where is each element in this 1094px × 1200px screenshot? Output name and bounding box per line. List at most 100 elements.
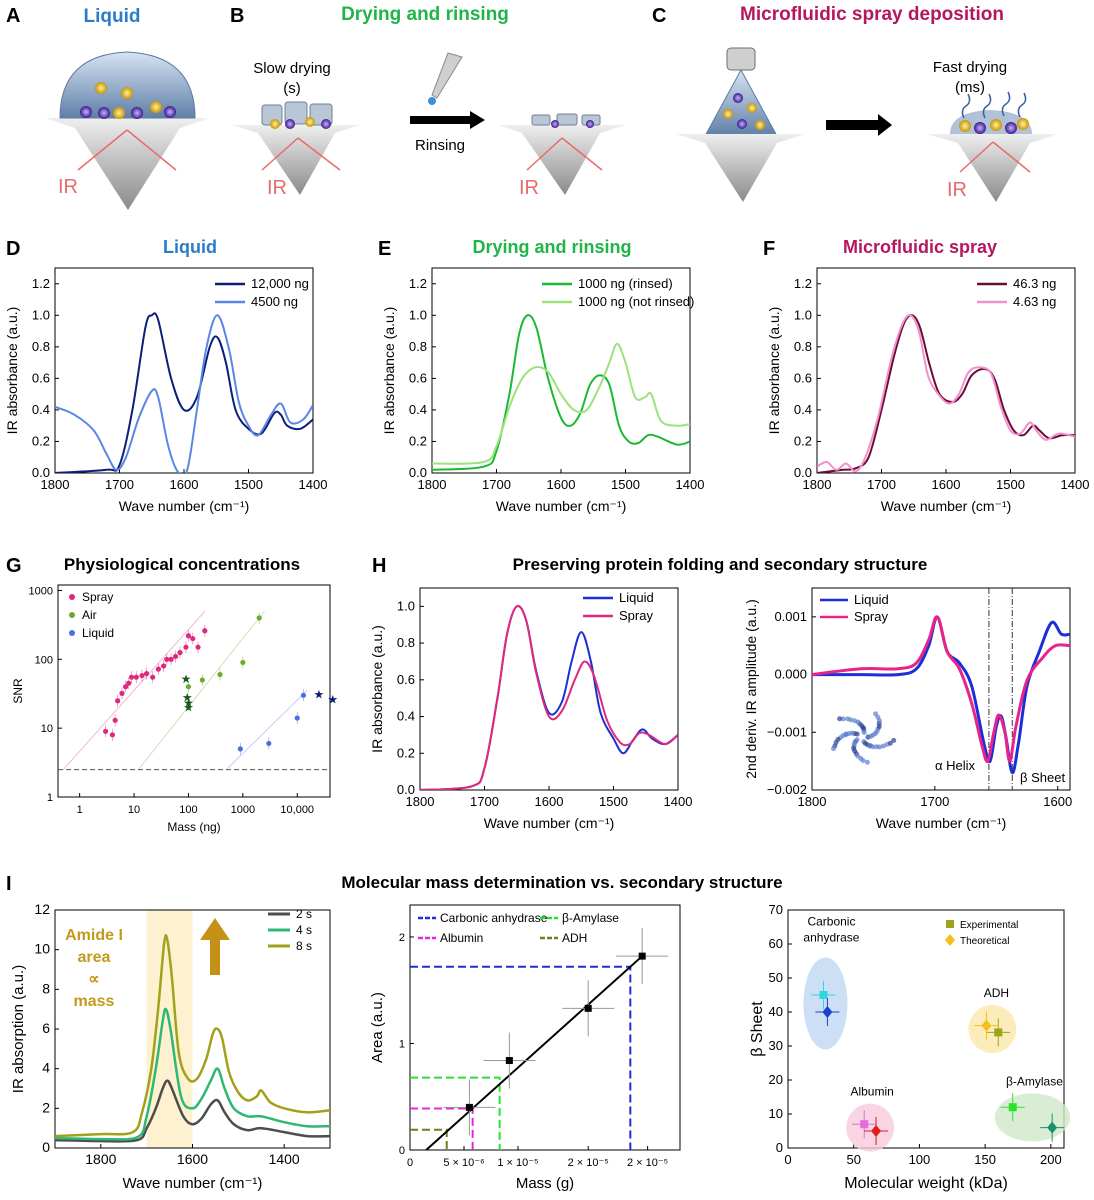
y-tick-label: 0.6: [794, 370, 812, 385]
data-point: [123, 684, 129, 690]
panel-letter-b: B: [230, 5, 244, 27]
series-line: [420, 604, 678, 790]
legend-label: 12,000 ng: [251, 276, 309, 291]
y-tick-label: 2: [42, 1099, 50, 1115]
x-tick-label: 1800: [41, 477, 70, 492]
legend-label: 2 s: [296, 907, 312, 921]
x-axis-label: Mass (g): [516, 1175, 574, 1192]
particle: [113, 107, 125, 119]
x-axis-label: Molecular weight (kDa): [844, 1175, 1008, 1192]
data-point: [164, 656, 170, 662]
y-tick-label: 1.2: [32, 276, 50, 291]
y-tick-label: 12: [34, 901, 50, 917]
y-tick-label: −0.002: [767, 782, 807, 797]
pipette-icon: [431, 52, 463, 99]
y-tick-label: 20: [769, 1072, 783, 1087]
panel-letter-g: G: [6, 555, 22, 577]
y-tick-label: 0: [776, 1140, 783, 1155]
protein-residue: [862, 740, 868, 746]
particle: [737, 119, 747, 129]
x-tick-label: 10,000: [280, 804, 314, 816]
group-ellipse: [846, 1103, 895, 1152]
y-tick-label: 0: [399, 1145, 405, 1157]
data-point: [202, 628, 208, 634]
dried-film: [284, 101, 308, 125]
panel-c-title: Microfluidic spray deposition: [740, 4, 1004, 25]
particle: [164, 106, 176, 118]
y-axis-label: IR absorbance (a.u.): [4, 307, 20, 435]
particle: [723, 109, 733, 119]
protein-residue: [855, 719, 861, 725]
theoretical-point: [822, 1006, 833, 1018]
x-tick-label: 1400: [664, 794, 693, 809]
legend-label: Spray: [619, 608, 653, 623]
data-point: [195, 644, 201, 650]
y-tick-label: 0.4: [409, 402, 427, 417]
prism-a: [45, 118, 210, 210]
y-tick-label: 0.2: [397, 745, 415, 760]
y-axis-label: IR absorption (a.u.): [10, 965, 27, 1093]
chart-i-beta-sheet: 0 50 100 150 200 0 10 20 30 40 50 60 70 Molecular wei…: [749, 902, 1071, 1192]
legend-label: Liquid: [82, 626, 114, 640]
series-line: [812, 615, 1070, 763]
panel-letter-i: I: [6, 873, 12, 895]
panel-b: B Drying and rinsing Slow drying (s) IR …: [230, 4, 626, 199]
legend-label: Theoretical: [960, 936, 1009, 947]
particle: [747, 103, 757, 113]
data-point: [465, 1103, 473, 1111]
protein-residue: [845, 716, 851, 722]
protein-residue: [855, 753, 861, 759]
x-tick-label: 1600: [1043, 794, 1072, 809]
y-tick-label: 0.8: [397, 635, 415, 650]
plot-frame: [57, 584, 331, 798]
ir-beam: [126, 129, 177, 171]
y-tick-label: 0.8: [794, 339, 812, 354]
plot-frame: [787, 909, 1065, 1149]
y-axis-label: 2nd deriv. IR amplitude (a.u.): [743, 599, 759, 779]
data-point: [103, 728, 109, 734]
ir-beam: [77, 129, 128, 171]
protein-structure-image: [831, 711, 897, 765]
legend-label: Albumin: [440, 931, 483, 945]
y-tick-label: 0.000: [774, 667, 807, 682]
chart-e: 1800 1700 1600 1500 1400 0.0 0.2 0.4 0.6 0.8 1.0 1.…: [381, 267, 704, 514]
theoretical-point: [1047, 1121, 1058, 1134]
x-tick-label: 1800: [85, 1151, 116, 1167]
x-tick-label: 1 × 10⁻⁵: [497, 1157, 538, 1169]
y-tick-label: 1000: [29, 585, 53, 597]
x-tick-label: 0: [407, 1157, 413, 1169]
x-tick-label: 1800: [406, 794, 435, 809]
legend-label: Carbonic anhydrase: [440, 911, 548, 925]
chart-f: 1800 1700 1600 1500 1400 0.0 0.2 0.4 0.6 0.8 1.0 1.…: [766, 267, 1089, 514]
data-point: [119, 690, 125, 696]
experimental-point: [860, 1120, 869, 1129]
panel-letter-d: D: [6, 238, 20, 260]
chart-h-second-derivative: 1800 1700 1600 −0.002 −0.001 0.000 0.001 Wave n…: [743, 587, 1072, 831]
y-tick-label: 10: [769, 1106, 783, 1121]
x-tick-label: 1700: [470, 794, 499, 809]
chart-i-absorption: 1800 1600 1400 0 2 4 6 8 10 12 Wave number (cm⁻¹) I…: [10, 901, 331, 1192]
protein-residue: [835, 736, 841, 742]
x-tick-label: 1800: [798, 794, 827, 809]
x-tick-label: 1400: [269, 1151, 300, 1167]
group-label: anhydrase: [803, 931, 859, 945]
protein-residue: [876, 724, 882, 730]
x-tick-label: 1700: [105, 477, 134, 492]
data-point: [190, 635, 196, 642]
x-tick-label: 1500: [996, 477, 1025, 492]
y-axis-label: Area (a.u.): [369, 992, 386, 1063]
dried-film: [531, 114, 551, 126]
y-tick-label: 0.8: [32, 339, 50, 354]
data-point: [109, 732, 115, 738]
series-line: [55, 312, 313, 473]
x-tick-label: 1600: [170, 477, 199, 492]
x-axis-label: Wave number (cm⁻¹): [484, 815, 615, 831]
panel-letter-e: E: [378, 238, 391, 260]
heading-h: Preserving protein folding and secondary…: [513, 555, 928, 574]
guide-line: [410, 1128, 448, 1150]
y-tick-label: 1.2: [794, 276, 812, 291]
y-tick-label: 0.6: [32, 370, 50, 385]
data-point: [139, 672, 145, 679]
legend-label: 4 s: [296, 923, 312, 937]
x-tick-label: 1800: [418, 477, 447, 492]
